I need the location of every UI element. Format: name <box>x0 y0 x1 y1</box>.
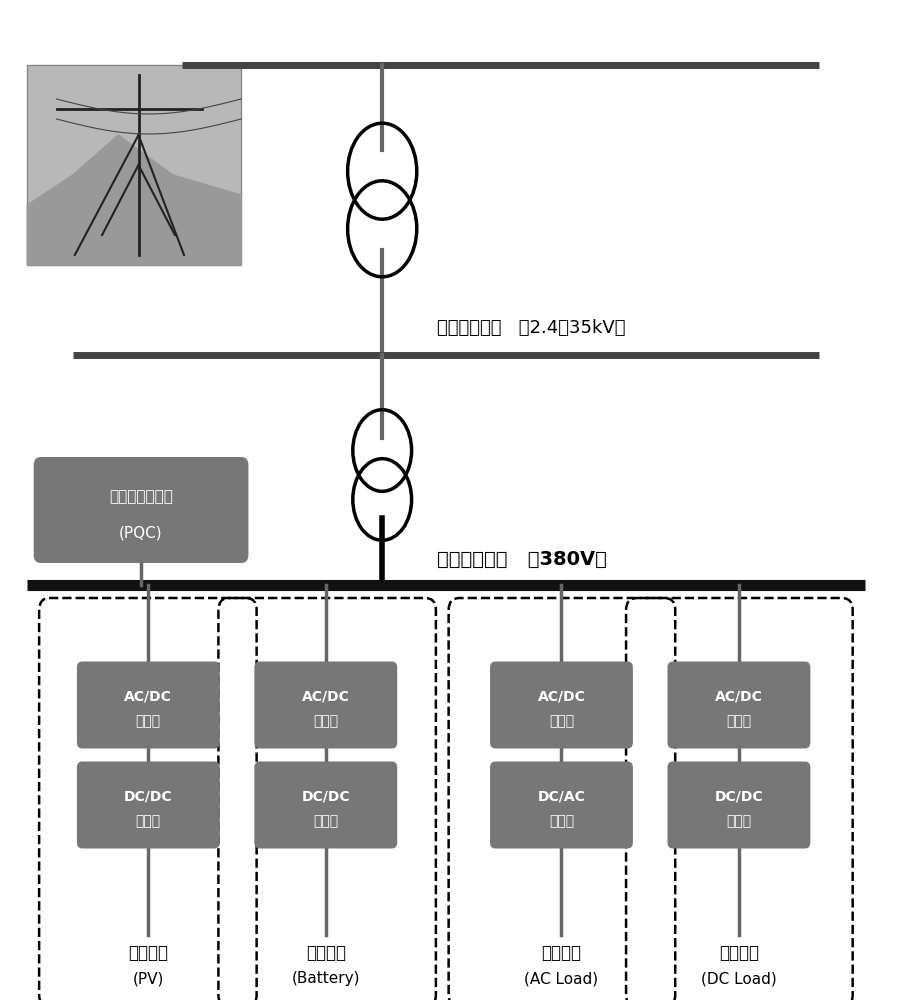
FancyBboxPatch shape <box>490 662 633 748</box>
Text: AC/DC: AC/DC <box>302 689 349 703</box>
Text: (Battery): (Battery) <box>291 972 360 986</box>
Text: (PQC): (PQC) <box>119 525 163 540</box>
Text: DC/DC: DC/DC <box>301 789 350 803</box>
FancyBboxPatch shape <box>34 457 248 563</box>
Text: 中压交流母线   （2.4～35kV）: 中压交流母线 （2.4～35kV） <box>437 319 625 337</box>
FancyBboxPatch shape <box>254 762 397 848</box>
Text: 变换器: 变换器 <box>549 814 574 828</box>
FancyBboxPatch shape <box>668 662 811 748</box>
Polygon shape <box>27 135 241 265</box>
Text: 变换器: 变换器 <box>726 714 752 728</box>
FancyBboxPatch shape <box>76 762 220 848</box>
Text: 变换器: 变换器 <box>726 814 752 828</box>
Text: 低压交流母线   （380V）: 低压交流母线 （380V） <box>437 550 607 569</box>
FancyBboxPatch shape <box>668 762 811 848</box>
Text: 电能质量调节器: 电能质量调节器 <box>109 489 173 504</box>
Text: 储能电池: 储能电池 <box>306 944 346 962</box>
Text: DC/DC: DC/DC <box>124 789 173 803</box>
Text: 变换器: 变换器 <box>549 714 574 728</box>
Text: 直流负载: 直流负载 <box>719 944 759 962</box>
Text: 变换器: 变换器 <box>136 814 161 828</box>
Text: 变换器: 变换器 <box>313 814 339 828</box>
Text: AC/DC: AC/DC <box>715 689 763 703</box>
Text: DC/AC: DC/AC <box>538 789 585 803</box>
Text: (DC Load): (DC Load) <box>701 972 777 986</box>
Text: 交流负载: 交流负载 <box>541 944 581 962</box>
FancyBboxPatch shape <box>254 662 397 748</box>
FancyBboxPatch shape <box>490 762 633 848</box>
Text: AC/DC: AC/DC <box>125 689 172 703</box>
Text: (AC Load): (AC Load) <box>524 972 599 986</box>
Text: AC/DC: AC/DC <box>538 689 585 703</box>
Text: 光伏系统: 光伏系统 <box>128 944 168 962</box>
Text: (PV): (PV) <box>133 972 164 986</box>
Text: DC/DC: DC/DC <box>714 789 763 803</box>
Text: 变换器: 变换器 <box>313 714 339 728</box>
FancyBboxPatch shape <box>76 662 220 748</box>
Text: 变换器: 变换器 <box>136 714 161 728</box>
Bar <box>27 65 241 265</box>
